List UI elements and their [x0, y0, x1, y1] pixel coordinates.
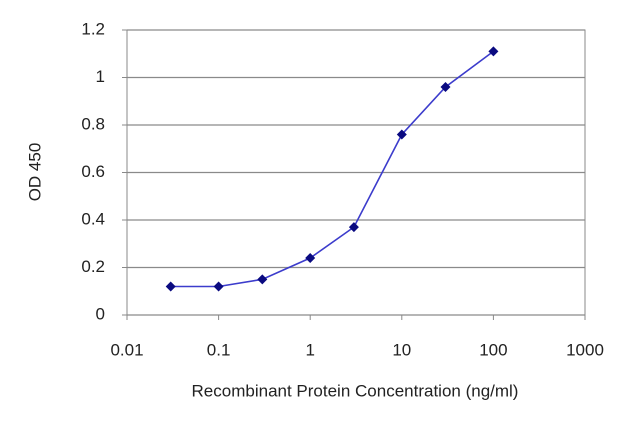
x-tick-label: 0.01 — [110, 340, 143, 359]
y-tick-label: 1.2 — [81, 19, 105, 38]
x-tick-label: 1000 — [566, 340, 604, 359]
x-axis-title: Recombinant Protein Concentration (ng/ml… — [192, 381, 519, 400]
y-tick-label: 0.8 — [81, 114, 105, 133]
data-point — [488, 46, 499, 57]
data-line — [170, 50, 494, 288]
data-point — [165, 281, 176, 292]
y-axis-title: OD 450 — [25, 143, 44, 202]
data-point — [440, 82, 451, 92]
data-point — [305, 253, 316, 263]
y-tick-label: 0 — [96, 304, 105, 323]
y-tick-label: 0.2 — [81, 257, 105, 276]
data-point — [396, 129, 407, 140]
x-tick-label: 10 — [392, 340, 411, 359]
data-point — [348, 222, 359, 233]
y-tick-label: 1 — [96, 67, 105, 86]
data-point — [257, 274, 268, 285]
data-point — [213, 281, 224, 292]
y-tick-label: 0.6 — [81, 162, 105, 181]
y-tick-label: 0.4 — [81, 209, 105, 228]
x-tick-label: 1 — [305, 340, 314, 359]
x-tick-label: 0.1 — [207, 340, 231, 359]
x-tick-label: 100 — [479, 340, 507, 359]
